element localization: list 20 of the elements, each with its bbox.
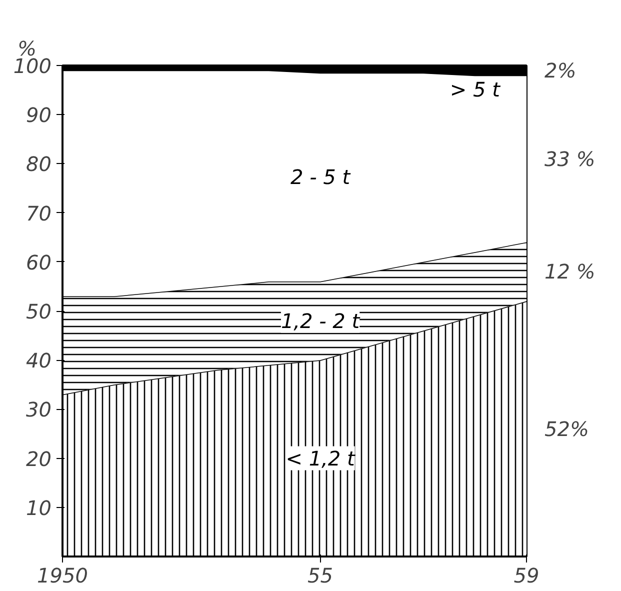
text: 2%	[544, 58, 576, 82]
y-tick-label: 40	[26, 348, 52, 373]
y-tick-label: 20	[26, 446, 52, 471]
series-label: > 5 t	[450, 77, 502, 102]
y-tick-label: 30	[26, 398, 52, 422]
x-tick-label: 1950	[37, 564, 88, 588]
y-tick-label: 60	[26, 250, 52, 274]
text: 33 %	[544, 146, 596, 171]
y-tick-label: 50	[26, 300, 52, 324]
x-tick-label: 55	[308, 564, 334, 588]
y-tick-label: 70	[26, 201, 52, 226]
y-tick-label: 90	[26, 103, 52, 128]
text: 52%	[544, 416, 589, 441]
series-label: 1,2 - 2 t	[280, 308, 361, 333]
y-tick-label: 10	[26, 496, 52, 520]
series-label: 2 - 5 t	[290, 165, 352, 190]
text: 12 %	[544, 260, 596, 284]
series-label: < 1,2 t	[286, 446, 356, 470]
y-tick-label: 80	[26, 152, 52, 176]
x-tick-label: 59	[514, 564, 540, 588]
